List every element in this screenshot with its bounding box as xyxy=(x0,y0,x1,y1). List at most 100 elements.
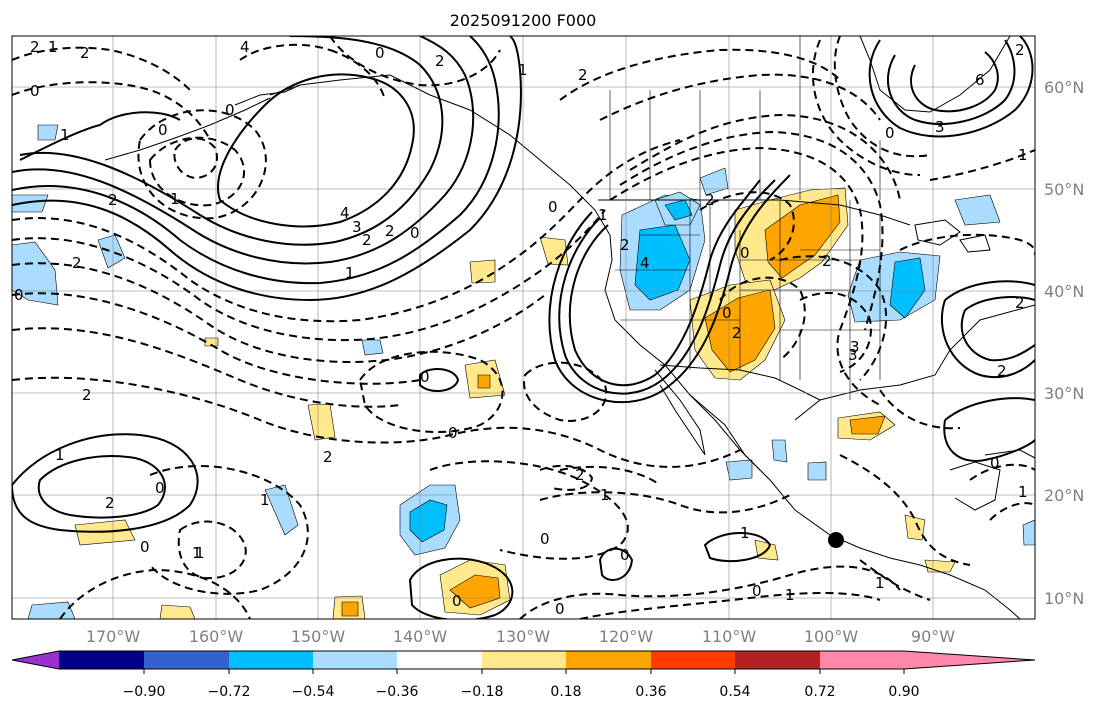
contour-line xyxy=(12,209,606,342)
contour-line xyxy=(879,389,961,430)
us-border xyxy=(598,199,911,226)
contour-label: 2 xyxy=(997,362,1007,380)
aleutian-islands xyxy=(104,97,271,161)
contour-line xyxy=(408,557,514,619)
shade-blue-light xyxy=(12,241,59,306)
contour-line xyxy=(839,454,971,566)
contour-label: 1 xyxy=(600,486,610,504)
colorbar-bin xyxy=(735,651,820,669)
colorbar-bin xyxy=(820,651,904,669)
lat-label: 40°N xyxy=(1044,282,1084,301)
shade-blue-light xyxy=(1022,519,1035,546)
contour-label: 0 xyxy=(410,224,420,242)
shade-blue-light xyxy=(954,194,1001,226)
contour-line xyxy=(12,46,191,91)
contour-line xyxy=(358,350,504,434)
contour-line xyxy=(12,376,741,468)
contour-line xyxy=(12,36,475,265)
contour-label: 1 xyxy=(598,206,608,224)
shaded-anomaly-regions xyxy=(12,124,1035,619)
shade-orange xyxy=(764,194,841,279)
contour-label: 2 xyxy=(80,44,90,62)
contour-label: 0 xyxy=(555,600,565,618)
colorbar-max-extension xyxy=(904,651,1035,669)
contour-line xyxy=(429,460,629,560)
contour-line xyxy=(929,149,1035,181)
lon-label: 90°W xyxy=(911,627,955,646)
contour-label: 2 xyxy=(30,38,40,56)
contour-label: 0 xyxy=(722,304,732,322)
colorbar-min-extension xyxy=(12,651,59,669)
contour-label: 3 xyxy=(352,218,362,236)
contour-line xyxy=(539,464,594,491)
colorbar-tick-label: 0.72 xyxy=(804,684,835,700)
colorbar-outline xyxy=(11,650,1036,670)
lat-label: 20°N xyxy=(1044,486,1084,505)
contours-negative xyxy=(12,36,1035,619)
contour-line xyxy=(12,433,199,533)
map-frame xyxy=(11,35,1036,620)
contour-line xyxy=(940,280,1035,379)
contour-label: 0 xyxy=(448,424,458,442)
contour-line xyxy=(886,39,1016,125)
map-title: 2025091200 F000 xyxy=(450,11,597,30)
shade-yellow xyxy=(469,259,496,284)
contour-label: 1 xyxy=(60,126,70,144)
contour-label: 1 xyxy=(875,574,885,592)
contour-label: 1 xyxy=(1018,146,1028,164)
contour-line xyxy=(568,179,761,387)
shade-blue-deep xyxy=(889,257,926,319)
coastlines xyxy=(104,36,1035,619)
shade-orange xyxy=(477,374,491,389)
shade-yellow xyxy=(924,559,956,573)
contour-line xyxy=(12,292,421,385)
contour-line xyxy=(699,191,795,261)
yucatan xyxy=(949,461,1001,511)
shade-blue-light xyxy=(97,234,126,269)
state-boundaries xyxy=(609,36,881,400)
colorbar-tick-label: 0.18 xyxy=(550,684,581,700)
colorbar-bin xyxy=(482,651,566,669)
contour-label: 4 xyxy=(340,204,350,222)
colorbar-bin xyxy=(59,651,144,669)
contour-line xyxy=(12,36,500,285)
contour-label: 2 xyxy=(435,52,445,70)
contour-label: 1 xyxy=(345,264,355,282)
lon-label: 120°W xyxy=(599,627,654,646)
contour-label: 6 xyxy=(975,71,985,89)
lat-label: 50°N xyxy=(1044,180,1084,199)
contour-label: 0 xyxy=(30,82,40,100)
contour-line xyxy=(960,296,1035,362)
shade-blue-light xyxy=(12,194,49,213)
contour-label: 2 xyxy=(822,252,832,270)
contour-label: 2 xyxy=(362,231,372,249)
contour-label: 1 xyxy=(170,190,180,208)
contour-line xyxy=(148,136,246,207)
contour-line xyxy=(173,137,218,180)
shade-yellow xyxy=(539,236,569,266)
shade-yellow xyxy=(904,514,926,541)
contour-label: 3 xyxy=(848,346,858,364)
shade-orange xyxy=(449,574,501,609)
contour-line xyxy=(779,255,888,381)
great-lakes xyxy=(914,219,991,253)
colorbar-bin xyxy=(229,651,313,669)
colorbar-ticks xyxy=(143,669,905,674)
contour-label: 0 xyxy=(752,582,762,600)
lat-label: 60°N xyxy=(1044,78,1084,97)
colorbar-tick-label: −0.72 xyxy=(208,684,251,700)
contour-label: 1 xyxy=(740,524,750,542)
contour-line xyxy=(12,36,522,302)
contour-label: 2 xyxy=(732,324,742,342)
contour-line xyxy=(12,81,211,141)
contour-label: 2 xyxy=(72,254,82,272)
contour-line xyxy=(619,130,884,331)
contour-label: 4 xyxy=(640,254,650,272)
contour-line xyxy=(629,113,901,201)
contour-label: 1 xyxy=(48,38,58,56)
colorbar-bin xyxy=(651,651,735,669)
contour-line xyxy=(859,559,931,601)
contour-label: 2 xyxy=(575,466,585,484)
shade-yellow xyxy=(204,337,219,347)
contour-line xyxy=(719,276,806,361)
